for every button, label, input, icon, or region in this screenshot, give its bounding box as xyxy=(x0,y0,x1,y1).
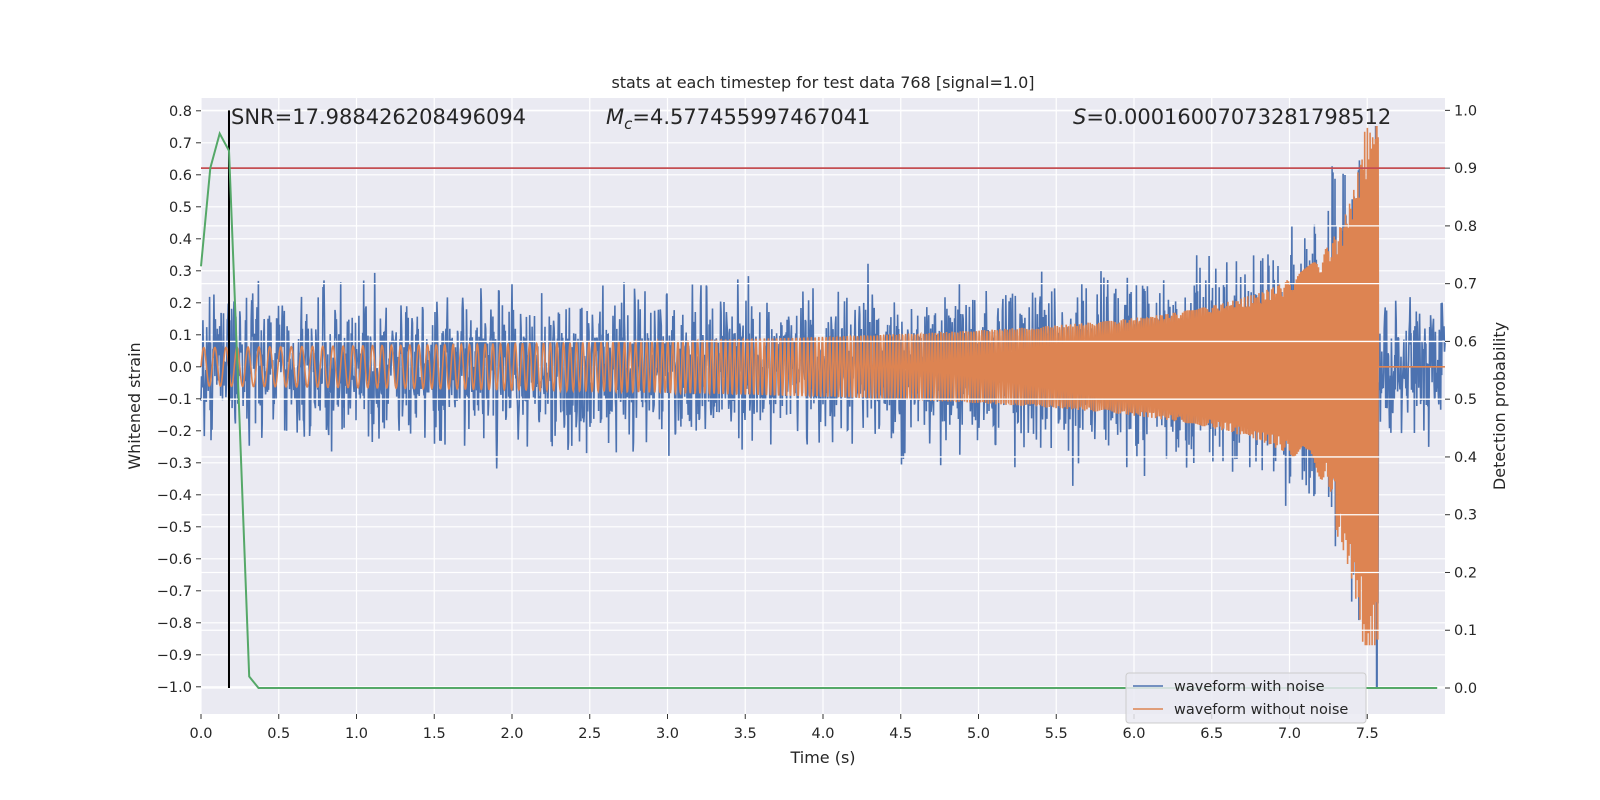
x-tick-label: 4.5 xyxy=(889,726,912,742)
x-tick-label: 1.5 xyxy=(423,726,446,742)
y-left-tick-label: 0.0 xyxy=(169,360,192,376)
chirp-mass-annotation: Mc=4.577455997467041 xyxy=(606,105,870,133)
chirp-mass-subscript: c xyxy=(624,115,633,133)
axis-ticks: 0.0 0.5 1.0 1.5 2.0 2.5 3.0 3.5 4.0 4.5 5.0 5.5 6.0 6… xyxy=(157,103,1477,742)
y-left-tick-label: −0.1 xyxy=(157,392,192,408)
snr-annotation: SNR=17.988426208496094 xyxy=(231,105,526,129)
y-left-tick-label: −0.5 xyxy=(157,520,192,536)
legend: waveform with noise waveform without noi… xyxy=(1125,672,1367,724)
y-right-tick-label: 0.3 xyxy=(1454,508,1477,524)
y-right-tick-label: 0.9 xyxy=(1454,161,1477,177)
y-left-tick-label: 0.6 xyxy=(169,168,192,184)
legend-label-with-noise: waveform with noise xyxy=(1174,679,1325,695)
x-tick-label: 1.0 xyxy=(345,726,368,742)
y-left-tick-label: 0.1 xyxy=(169,328,192,344)
y-right-tick-label: 0.2 xyxy=(1454,565,1477,581)
x-tick-label: 0.5 xyxy=(267,726,290,742)
x-tick-label: 6.0 xyxy=(1122,726,1145,742)
chart-title: stats at each timestep for test data 768… xyxy=(611,73,1034,92)
y-right-tick-label: 0.4 xyxy=(1454,450,1477,466)
x-tick-label: 5.5 xyxy=(1045,726,1068,742)
y-left-tick-label: −1.0 xyxy=(157,680,192,696)
y-right-tick-label: 0.1 xyxy=(1454,623,1477,639)
x-tick-label: 5.0 xyxy=(967,726,990,742)
x-tick-label: 7.5 xyxy=(1356,726,1379,742)
y-left-tick-label: 0.5 xyxy=(169,200,192,216)
x-tick-label: 4.0 xyxy=(811,726,834,742)
y-left-tick-label: 0.4 xyxy=(169,232,192,248)
y-left-axis-label: Whitened strain xyxy=(125,342,144,469)
y-right-tick-label: 0.0 xyxy=(1454,681,1477,697)
x-tick-label: 6.5 xyxy=(1200,726,1223,742)
x-tick-label: 3.0 xyxy=(656,726,679,742)
y-left-tick-label: −0.8 xyxy=(157,616,192,632)
y-right-tick-label: 0.5 xyxy=(1454,392,1477,408)
x-tick-label: 2.5 xyxy=(578,726,601,742)
x-tick-label: 7.0 xyxy=(1278,726,1301,742)
y-left-tick-label: −0.6 xyxy=(157,552,192,568)
x-tick-label: 3.5 xyxy=(734,726,757,742)
y-right-tick-label: 1.0 xyxy=(1454,103,1477,119)
legend-box xyxy=(1125,672,1367,724)
s-annotation: S=0.00016007073281798512 xyxy=(1073,105,1391,129)
series-detection-probability xyxy=(200,130,1438,689)
y-right-axis-label: Detection probability xyxy=(1490,322,1509,490)
y-right-tick-label: 0.7 xyxy=(1454,277,1477,293)
y-left-tick-label: 0.3 xyxy=(169,264,192,280)
chirp-mass-value: =4.577455997467041 xyxy=(632,105,870,129)
s-symbol: S xyxy=(1073,105,1086,129)
x-tick-label: 2.0 xyxy=(500,726,523,742)
y-right-tick-label: 0.8 xyxy=(1454,219,1477,235)
x-axis-label: Time (s) xyxy=(789,748,855,767)
y-left-tick-label: −0.3 xyxy=(157,456,192,472)
plot-series xyxy=(200,109,1446,689)
series-waveform-without-noise xyxy=(200,126,1445,646)
x-tick-label: 0.0 xyxy=(189,726,212,742)
y-left-tick-label: 0.7 xyxy=(169,136,192,152)
s-value: =0.00016007073281798512 xyxy=(1086,105,1391,129)
y-left-tick-label: 0.8 xyxy=(169,104,192,120)
y-left-tick-label: −0.2 xyxy=(157,424,192,440)
y-right-tick-label: 0.6 xyxy=(1454,334,1477,350)
y-left-tick-label: −0.9 xyxy=(157,648,192,664)
chirp-mass-symbol: M xyxy=(606,105,624,129)
y-left-tick-label: 0.2 xyxy=(169,296,192,312)
y-left-tick-label: −0.7 xyxy=(157,584,192,600)
legend-label-without-noise: waveform without noise xyxy=(1174,702,1348,718)
y-left-tick-label: −0.4 xyxy=(157,488,192,504)
